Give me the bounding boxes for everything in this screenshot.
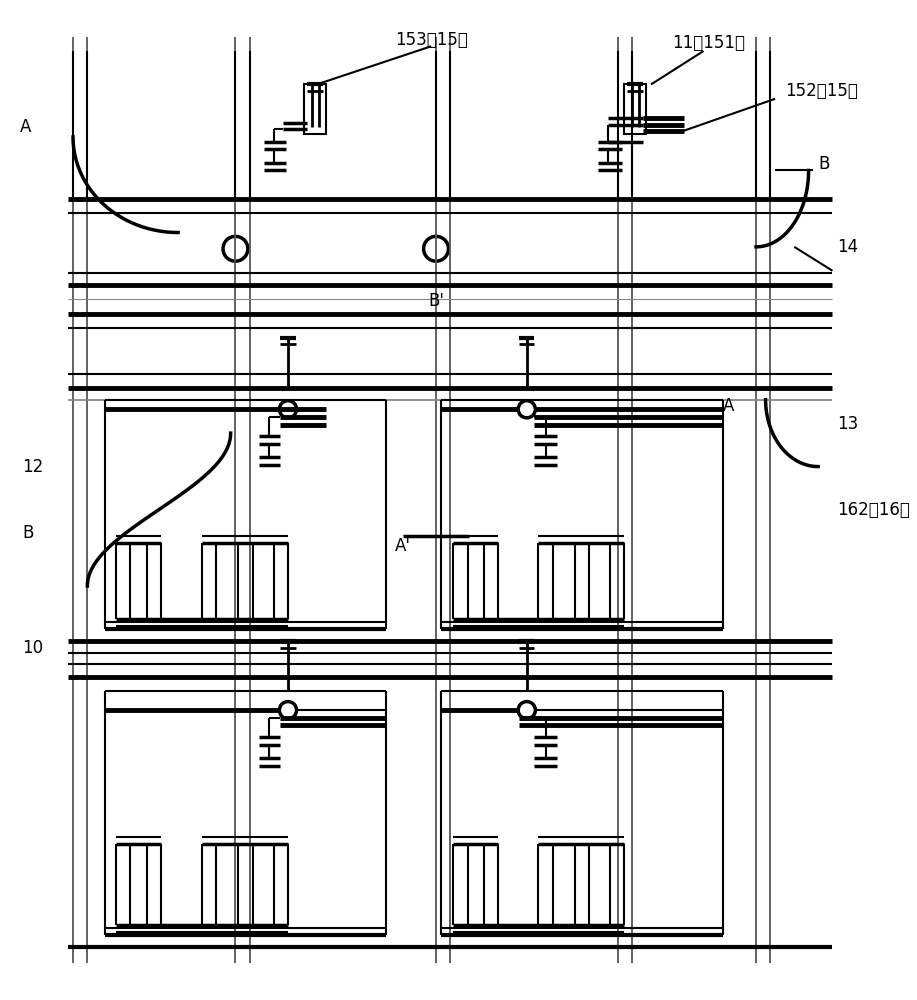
Text: 11（151）: 11（151） bbox=[672, 34, 745, 52]
Text: A: A bbox=[723, 397, 734, 415]
Bar bbox=[304, 84, 326, 134]
Text: 153（15）: 153（15） bbox=[395, 31, 468, 49]
Bar bbox=[624, 84, 646, 134]
Text: B: B bbox=[818, 155, 830, 173]
Text: B: B bbox=[22, 524, 34, 542]
Text: 162（16）: 162（16） bbox=[837, 501, 910, 519]
Text: 14: 14 bbox=[837, 238, 858, 256]
Text: A: A bbox=[19, 118, 31, 136]
Text: 13: 13 bbox=[837, 415, 858, 433]
Text: 12: 12 bbox=[22, 458, 44, 476]
Text: 152（15）: 152（15） bbox=[785, 82, 857, 100]
Text: A': A' bbox=[394, 537, 411, 555]
Text: 10: 10 bbox=[22, 639, 43, 657]
Text: B': B' bbox=[428, 292, 444, 310]
